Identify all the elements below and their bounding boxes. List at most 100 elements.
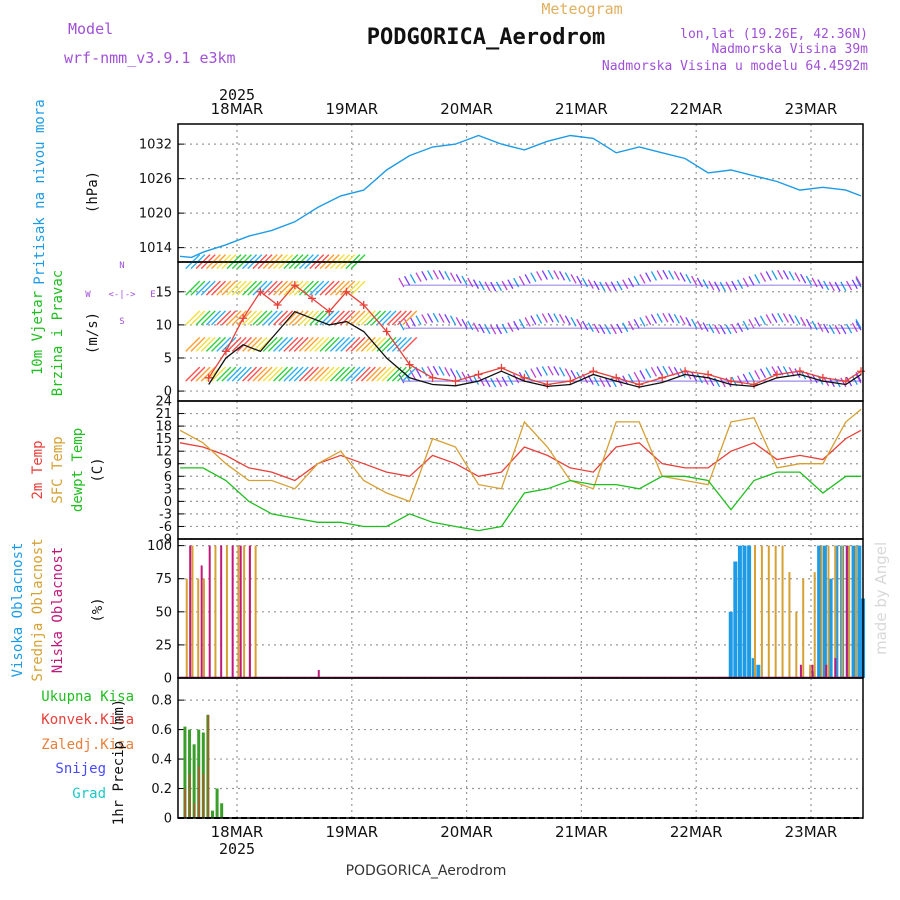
wind-barb [662, 269, 669, 280]
wind-barb [817, 322, 824, 332]
wind-barb [794, 315, 801, 325]
y-tick-label: 0.2 [151, 782, 172, 797]
wind-barb [242, 336, 258, 352]
bottom-day-label: 23MAR [785, 823, 838, 841]
wind-barb [426, 270, 434, 280]
wind-barb [247, 366, 263, 382]
y-tick-label: 21 [155, 407, 172, 422]
gust-marker [273, 301, 282, 310]
wind-barb [221, 280, 237, 296]
wind-barb [685, 316, 692, 327]
gust-marker [290, 281, 299, 290]
precip-conv-bar [198, 766, 200, 818]
wind-barb [257, 366, 273, 382]
wind-barb [461, 318, 468, 329]
cloud-mid-bar [237, 545, 240, 678]
bottom-day-label: 19MAR [325, 823, 378, 841]
wind-barb [278, 280, 294, 296]
wind-barb [205, 280, 221, 296]
bottom-day-label: 18MAR [211, 823, 264, 841]
wind-unit: (m/s) [85, 312, 101, 354]
cloud-unit: (%) [90, 597, 106, 622]
cloud-low-bar [189, 545, 192, 678]
precip-total-bar [192, 744, 196, 818]
wind-barb [559, 366, 566, 377]
wind-barb [713, 281, 721, 292]
wind-barb [404, 318, 411, 329]
precip-panel: Ukupna Kisa Konvek.Kisa Zaledj.Kisa Snij… [41, 677, 864, 827]
wind-barb [702, 279, 709, 289]
y-tick-label: 50 [155, 605, 172, 620]
wind-barb [691, 371, 698, 382]
wind-barb [226, 336, 242, 352]
wind-barb [668, 313, 675, 323]
bottom-day-label: 21MAR [555, 823, 608, 841]
cloud-mid-bar [760, 545, 763, 678]
wind-barb [273, 366, 289, 382]
top-day-label: 18MAR [211, 100, 264, 118]
wind-dir-w: W [85, 290, 91, 300]
gust-marker [428, 373, 437, 382]
wind-barb [391, 336, 407, 352]
wind-barb [719, 281, 726, 292]
wind-barb [262, 336, 278, 352]
wind-barb [547, 269, 554, 280]
cloud-high-bar [742, 545, 747, 678]
y-tick-label: 0.4 [151, 753, 172, 768]
wind-barb [329, 336, 345, 352]
wind-barb [190, 280, 206, 296]
y-tick-label: 0 [164, 495, 172, 510]
y-tick-label: 0.6 [151, 723, 172, 738]
wind-dir-arrow: <-|-> [108, 290, 136, 300]
gust-marker [543, 380, 552, 389]
wind-barb [242, 366, 258, 382]
wind-barb [345, 336, 361, 352]
wind-barb [335, 310, 351, 326]
wind-barb [576, 275, 583, 286]
wind-barb [599, 281, 606, 292]
cloud-low-label: Niska Oblacnost [50, 547, 66, 673]
precip-conv-bar [189, 773, 191, 818]
wind-barb [404, 275, 411, 286]
wind-barb [484, 324, 491, 335]
wind-barb [541, 313, 548, 323]
wind-barb [855, 275, 862, 286]
wind-barb [216, 336, 232, 352]
wind-barb [754, 274, 761, 284]
temp-panel: 2m Temp SFC Temp dewpt Temp (C) -9-6-303… [30, 395, 864, 548]
wind-barb [432, 365, 439, 376]
wind-barb [679, 315, 686, 325]
subtitle: Meteogram [541, 0, 622, 18]
wind-barb [685, 273, 692, 284]
legend-snow: Snijeg [55, 761, 106, 777]
footer-title: PODGORICA_Aerodrom [346, 863, 507, 879]
y-tick-label: 3 [164, 482, 172, 497]
precip-conv-bar [207, 714, 209, 818]
wind-barb [794, 272, 801, 282]
wind-barb [273, 280, 289, 296]
wind-barb [541, 366, 548, 376]
wind-barb [402, 336, 418, 352]
cloud-mid-bar [848, 545, 851, 678]
gust-marker [342, 287, 351, 296]
wind-barb [211, 280, 227, 296]
wind-barb [484, 281, 491, 292]
wind-barb [656, 270, 663, 280]
wind-barb [355, 336, 371, 352]
top-day-labels: 18MAR 19MAR 20MAR 21MAR 22MAR 23MAR [211, 100, 838, 118]
wind-barb [397, 336, 413, 352]
wind-barb [391, 310, 407, 326]
wind-barb [622, 322, 629, 333]
wind-barb [518, 275, 525, 286]
temp-frame [177, 400, 864, 540]
wind-label-2: Brzina i Pravac [50, 270, 66, 396]
gust-marker [451, 377, 460, 386]
wind-barb [610, 324, 617, 335]
gust-marker [256, 287, 265, 296]
wind-barb [371, 366, 387, 382]
cloud-mid-bar [185, 578, 188, 678]
wind-barb [553, 270, 560, 280]
wind-barb [794, 368, 801, 378]
temp-dew-label: dewpt Temp [70, 428, 86, 512]
